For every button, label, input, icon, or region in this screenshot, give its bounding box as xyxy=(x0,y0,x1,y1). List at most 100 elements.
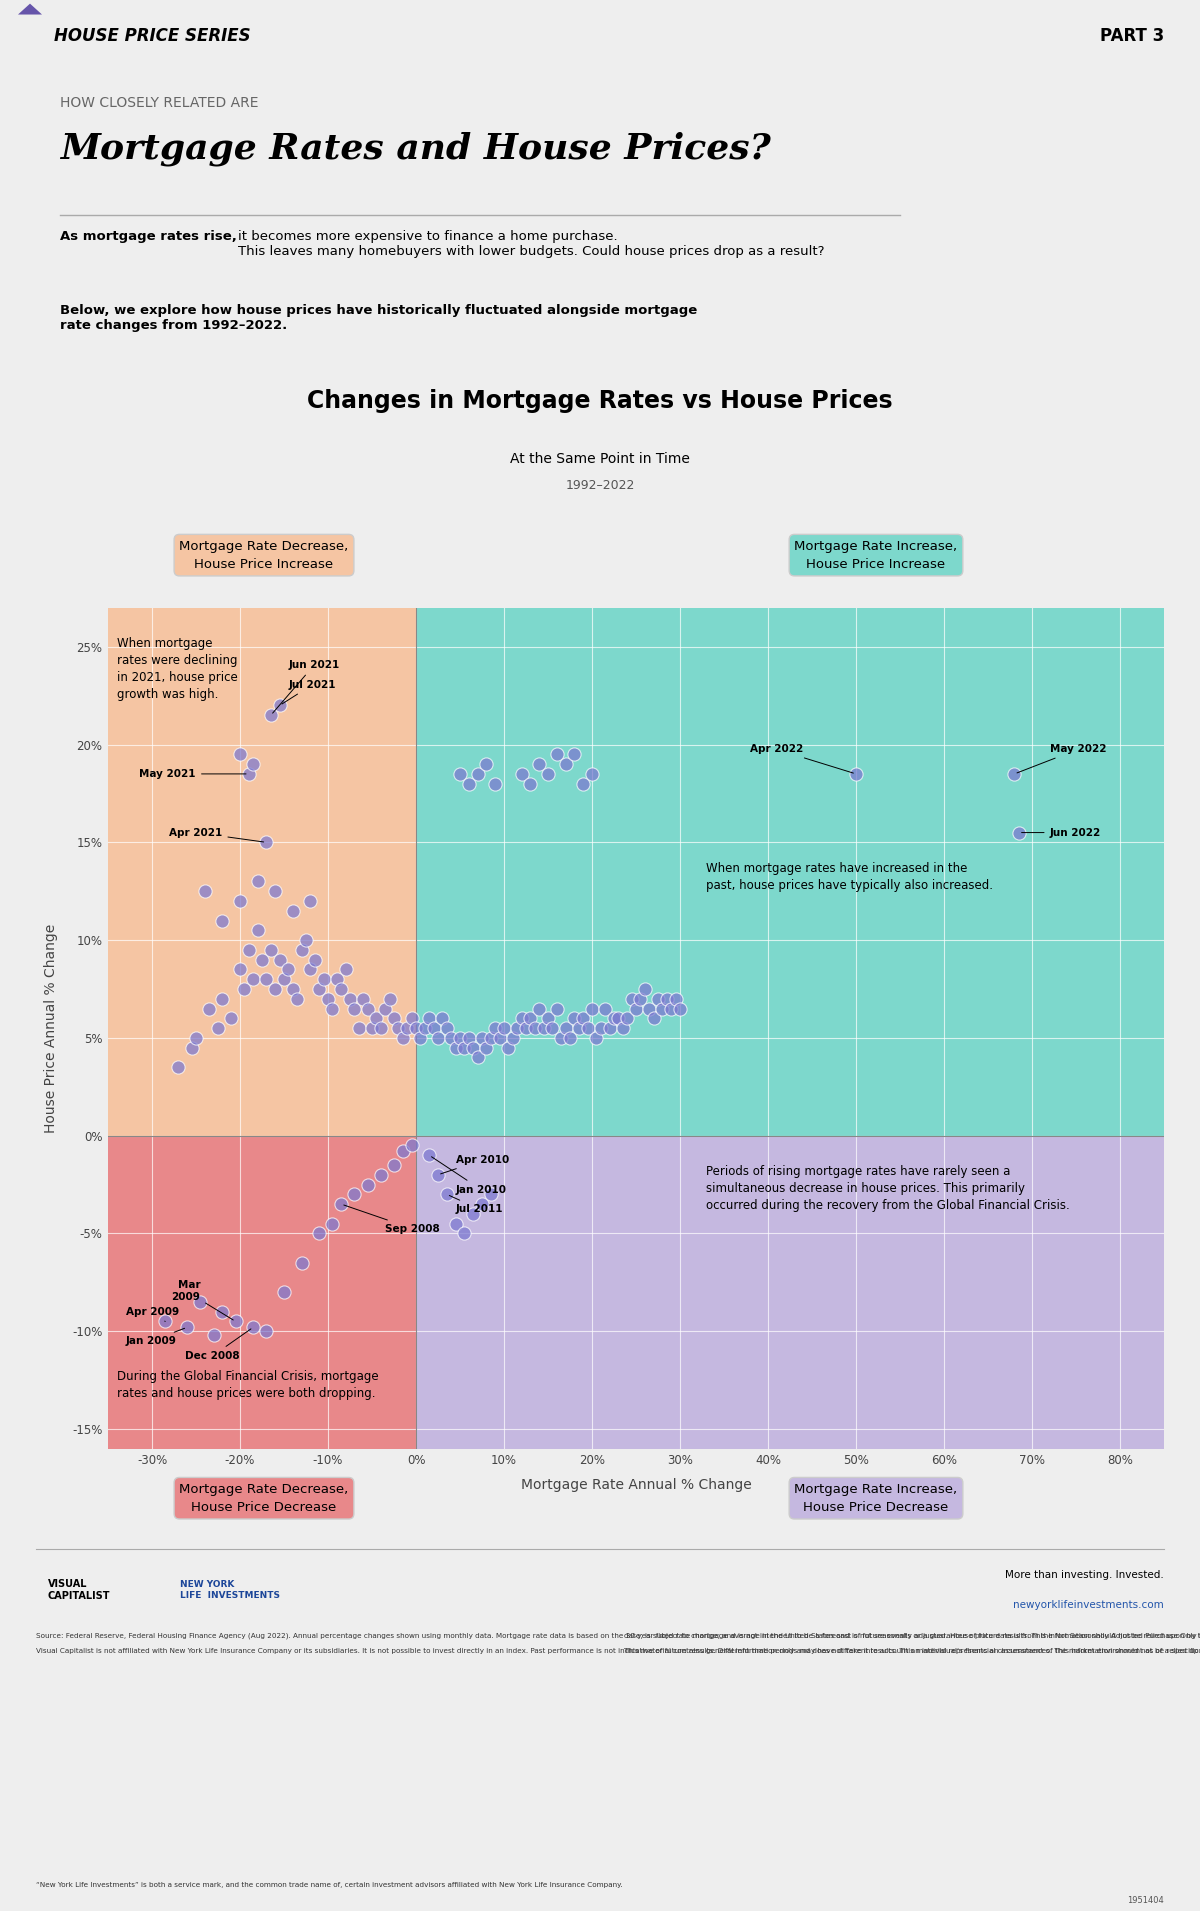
Point xyxy=(191,1286,210,1317)
Point xyxy=(490,1022,509,1053)
Text: Apr 2010: Apr 2010 xyxy=(440,1154,509,1173)
Point xyxy=(376,994,395,1024)
Point xyxy=(512,759,532,789)
Point xyxy=(640,994,659,1024)
Point xyxy=(481,1022,500,1053)
Point xyxy=(473,1022,492,1053)
Point xyxy=(341,984,360,1015)
Point xyxy=(542,1013,562,1043)
Point xyxy=(565,740,584,770)
Point xyxy=(476,1032,496,1063)
Text: newyorklifeinvestments.com: newyorklifeinvestments.com xyxy=(1013,1600,1164,1611)
Point xyxy=(526,1013,545,1043)
Point xyxy=(666,984,685,1015)
Text: At the Same Point in Time: At the Same Point in Time xyxy=(510,451,690,466)
Point xyxy=(460,768,479,799)
Point xyxy=(358,994,377,1024)
Point xyxy=(226,1305,245,1336)
Point xyxy=(384,1150,403,1181)
Point xyxy=(521,768,540,799)
Point xyxy=(362,1013,382,1043)
Point xyxy=(344,994,364,1024)
Point xyxy=(503,1022,522,1053)
Text: Mortgage Rate Decrease,
House Price Decrease: Mortgage Rate Decrease, House Price Decr… xyxy=(179,1483,349,1514)
Point xyxy=(212,906,232,936)
Point xyxy=(397,1013,416,1043)
Point xyxy=(222,1003,241,1034)
Point xyxy=(323,1208,342,1238)
Point xyxy=(314,963,334,994)
Y-axis label: House Price Annual % Change: House Price Annual % Change xyxy=(44,923,58,1133)
Point xyxy=(671,994,690,1024)
Point xyxy=(262,934,281,965)
Point xyxy=(494,1013,514,1043)
Point xyxy=(402,1003,421,1034)
Point xyxy=(410,1022,430,1053)
Text: Jan 2010: Jan 2010 xyxy=(432,1156,506,1194)
Point xyxy=(407,1013,426,1043)
Point xyxy=(1004,759,1024,789)
Point xyxy=(463,1198,482,1229)
Point xyxy=(560,1022,580,1053)
Point xyxy=(486,1013,505,1043)
Text: When mortgage rates have increased in the
past, house prices have typically also: When mortgage rates have increased in th… xyxy=(707,862,994,892)
Text: Jul 2011: Jul 2011 xyxy=(449,1196,503,1213)
Point xyxy=(587,1022,606,1053)
Point xyxy=(455,1032,474,1063)
Point xyxy=(508,1013,527,1043)
Point xyxy=(331,1189,350,1219)
Point xyxy=(230,885,250,915)
Point xyxy=(257,827,276,858)
Point xyxy=(367,1003,386,1034)
Point xyxy=(420,1141,439,1171)
Point xyxy=(437,1179,456,1210)
Point xyxy=(556,749,575,780)
Point xyxy=(433,1003,452,1034)
Point xyxy=(394,1022,413,1053)
Point xyxy=(846,759,865,789)
Point xyxy=(486,768,505,799)
Bar xyxy=(108,608,416,1135)
Point xyxy=(539,1003,558,1034)
Point xyxy=(463,1032,482,1063)
Bar xyxy=(416,1135,1164,1449)
Point xyxy=(212,1296,232,1326)
Text: More than investing. Invested.: More than investing. Invested. xyxy=(1006,1569,1164,1580)
Point xyxy=(499,1032,518,1063)
Point xyxy=(556,1013,575,1043)
Point xyxy=(437,1013,456,1043)
Point xyxy=(230,954,250,984)
Point xyxy=(371,1160,390,1191)
Point xyxy=(653,994,672,1024)
Text: 1992–2022: 1992–2022 xyxy=(565,480,635,491)
Point xyxy=(204,1321,223,1351)
Point xyxy=(428,1022,448,1053)
Text: Mar
2009: Mar 2009 xyxy=(172,1280,233,1321)
Point xyxy=(169,1051,188,1082)
Point xyxy=(442,1022,461,1053)
Point xyxy=(235,975,254,1005)
Point xyxy=(199,994,218,1024)
Text: When mortgage
rates were declining
in 2021, house price
growth was high.: When mortgage rates were declining in 20… xyxy=(116,636,238,701)
Text: Jun 2022: Jun 2022 xyxy=(1021,827,1100,837)
Text: Changes in Mortgage Rates vs House Prices: Changes in Mortgage Rates vs House Price… xyxy=(307,390,893,413)
Point xyxy=(539,759,558,789)
Point xyxy=(262,699,281,730)
Point xyxy=(270,690,289,720)
Point xyxy=(1009,818,1028,848)
Text: Sep 2008: Sep 2008 xyxy=(344,1206,440,1235)
Point xyxy=(278,954,298,984)
Point xyxy=(631,984,650,1015)
Point xyxy=(301,954,320,984)
Point xyxy=(310,1217,329,1248)
Point xyxy=(310,975,329,1005)
Text: VISUAL
CAPITALIST: VISUAL CAPITALIST xyxy=(48,1578,110,1601)
Point xyxy=(252,944,271,975)
Point xyxy=(460,1022,479,1053)
Point xyxy=(622,984,641,1015)
Point xyxy=(552,1022,571,1053)
Point xyxy=(257,1317,276,1347)
Text: May 2022: May 2022 xyxy=(1016,745,1106,772)
Bar xyxy=(108,1135,416,1449)
Point xyxy=(658,984,677,1015)
